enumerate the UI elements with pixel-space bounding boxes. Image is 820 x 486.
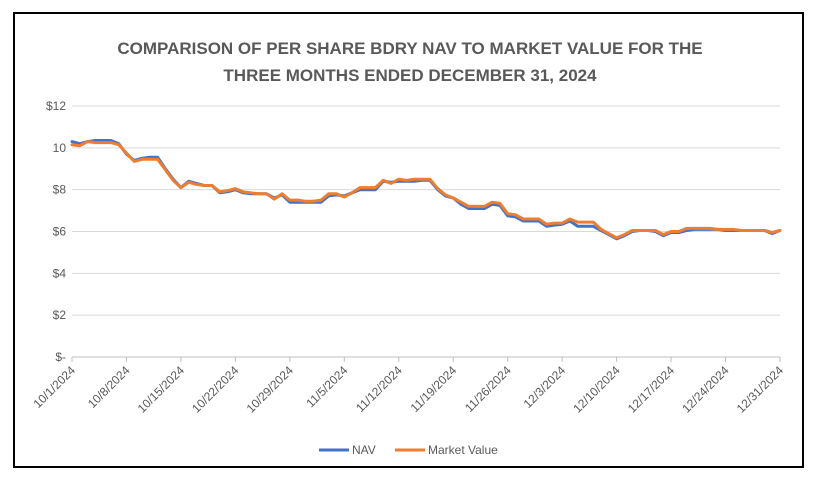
series-lines [70,139,782,241]
legend-label-market-value: Market Value [428,443,498,457]
y-tick-label: $4 [53,266,67,280]
y-tick-label: 10 [53,141,67,155]
x-tick-label: 10/8/2024 [85,363,133,411]
y-axis: $- $2 $4 $6 $8 10 $12 [46,99,66,364]
x-tick-label: 11/19/2024 [408,363,460,415]
gridlines [72,105,780,358]
series-line-market-value [70,140,782,240]
legend: NAV Market Value [319,443,498,457]
chart-svg: COMPARISON OF PER SHARE BDRY NAV TO MARK… [30,39,786,457]
y-tick-label: $8 [53,183,67,197]
x-tick-label: 11/12/2024 [353,363,405,415]
x-tick-label: 10/22/2024 [189,363,242,416]
x-tick-label: 11/26/2024 [462,363,514,415]
y-tick-label: $- [55,350,66,364]
x-tick-label: 10/15/2024 [135,363,188,416]
x-tick-label: 12/24/2024 [679,363,732,416]
chart-title-line-1: COMPARISON OF PER SHARE BDRY NAV TO MARK… [117,39,702,58]
x-tick-label: 10/1/2024 [30,363,78,411]
y-tick-label: $6 [53,225,67,239]
x-tick-label: 12/10/2024 [570,363,623,416]
y-tick-label: $2 [53,308,67,322]
x-tick-label: 12/17/2024 [625,363,678,416]
x-axis: 10/1/2024 10/8/2024 10/15/2024 10/22/2024 10… [30,357,786,416]
x-tick-label: 12/31/2024 [734,363,787,416]
x-tick-label: 10/29/2024 [244,363,297,416]
legend-label-nav: NAV [352,443,376,457]
x-tick-label: 12/3/2024 [521,363,569,411]
chart-frame: COMPARISON OF PER SHARE BDRY NAV TO MARK… [13,12,804,468]
chart-title-line-2: THREE MONTHS ENDED DECEMBER 31, 2024 [223,66,597,85]
y-tick-label: $12 [46,99,66,113]
x-tick-label: 11/5/2024 [303,363,350,410]
